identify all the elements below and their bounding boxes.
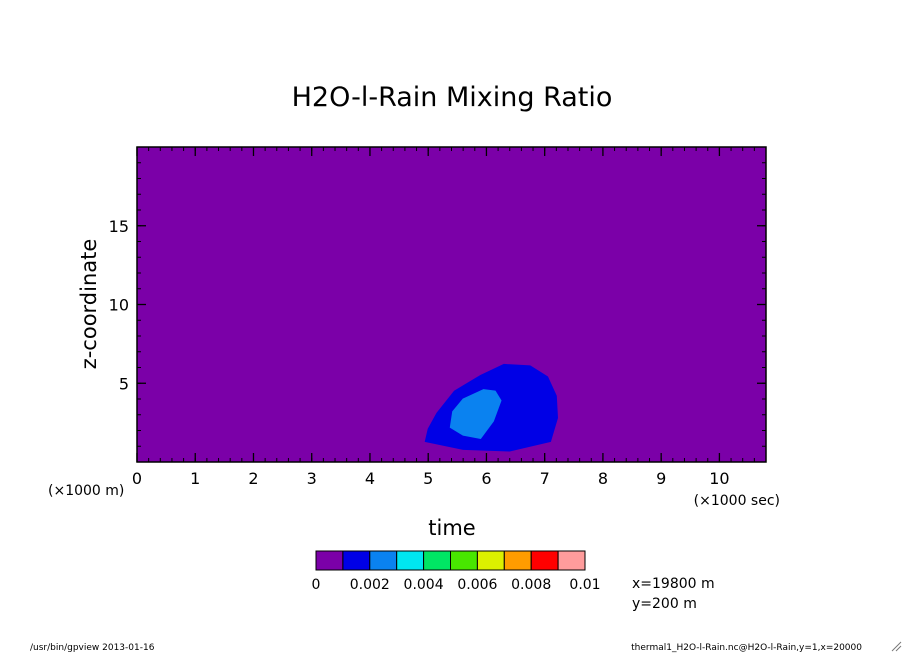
colorbar-swatch bbox=[503, 550, 532, 571]
resize-grip-icon[interactable] bbox=[891, 641, 902, 652]
y-units-label: (×1000 m) bbox=[48, 483, 124, 499]
x-tick-label: 8 bbox=[598, 469, 608, 488]
y-tick-label: 15 bbox=[109, 217, 129, 236]
x-tick-label: 2 bbox=[248, 469, 258, 488]
colorbar-swatch bbox=[530, 550, 559, 571]
x-tick-label: 0 bbox=[132, 469, 142, 488]
y-tick-label: 10 bbox=[109, 296, 129, 315]
y-tick-label: 5 bbox=[119, 374, 129, 393]
colorbar-tick-label: 0.004 bbox=[404, 577, 444, 593]
colorbar-swatch bbox=[342, 550, 371, 571]
colorbar: 0 0.002 0.004 0.006 0.008 0.01 bbox=[312, 550, 601, 593]
plot-area: 0 1 2 3 4 5 6 7 8 9 10 5 10 15 bbox=[109, 146, 767, 488]
y-axis-label: z-coordinate bbox=[77, 239, 101, 370]
contour-region-2 bbox=[449, 389, 502, 439]
colorbar-swatch bbox=[557, 550, 586, 571]
x-tick-label: 9 bbox=[656, 469, 666, 488]
x-units-label: (×1000 sec) bbox=[694, 493, 780, 509]
colorbar-tick-label: 0.01 bbox=[569, 577, 600, 593]
x-axis-label: time bbox=[428, 516, 475, 540]
colorbar-tick-label: 0.008 bbox=[511, 577, 551, 593]
x-tick-label: 7 bbox=[540, 469, 550, 488]
colorbar-swatch bbox=[396, 550, 425, 571]
colorbar-swatch bbox=[423, 550, 452, 571]
colorbar-swatch bbox=[476, 550, 505, 571]
footer-right: thermal1_H2O-l-Rain.nc@H2O-l-Rain,y=1,x=… bbox=[631, 643, 862, 653]
colorbar-tick-label: 0.002 bbox=[350, 577, 390, 593]
x-tick-label: 3 bbox=[307, 469, 317, 488]
colorbar-tick-label: 0.006 bbox=[457, 577, 497, 593]
x-tick-label: 5 bbox=[423, 469, 433, 488]
x-tick-label: 6 bbox=[481, 469, 491, 488]
footer-left: /usr/bin/gpview 2013-01-16 bbox=[30, 643, 155, 653]
colorbar-swatch bbox=[315, 550, 344, 571]
colorbar-tick-label: 0 bbox=[312, 577, 321, 593]
x-tick-label: 4 bbox=[365, 469, 375, 488]
annotation-y: y=200 m bbox=[632, 596, 697, 612]
colorbar-swatch bbox=[369, 550, 398, 571]
annotation-x: x=19800 m bbox=[632, 576, 715, 592]
chart-title: H2O-l-Rain Mixing Ratio bbox=[292, 82, 613, 113]
colorbar-swatch bbox=[450, 550, 478, 571]
x-tick-label: 10 bbox=[709, 469, 729, 488]
x-tick-label: 1 bbox=[190, 469, 200, 488]
